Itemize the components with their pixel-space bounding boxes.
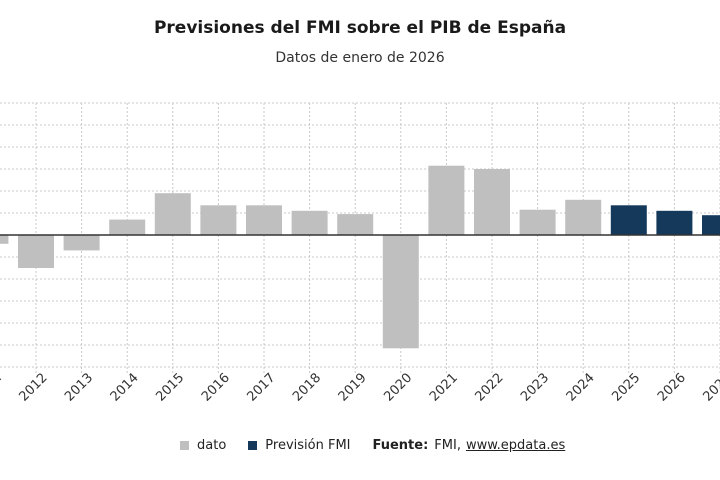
bar-2019: [337, 214, 374, 235]
x-tick-label-2012: 2012: [17, 371, 51, 405]
x-tick-label-2019: 2019: [336, 371, 370, 405]
x-tick-label-2013: 2013: [62, 371, 96, 405]
x-tick-label-2011: 2011: [0, 371, 5, 405]
bar-2025: [610, 205, 647, 235]
bar-2022: [474, 169, 510, 235]
legend-label-prevision: Previsión FMI: [265, 438, 351, 453]
x-tick-label-2024: 2024: [564, 371, 598, 405]
bar-2014: [109, 219, 146, 235]
bar-2012: [18, 235, 54, 268]
x-tick-label-2015: 2015: [153, 371, 187, 405]
x-tick-label-2020: 2020: [381, 371, 415, 405]
source-text: FMI,: [434, 438, 461, 453]
x-tick-label-2027: 2027: [701, 371, 720, 405]
x-tick-label-2018: 2018: [290, 371, 324, 405]
x-tick-label-2021: 2021: [427, 371, 461, 405]
bar-2027: [702, 215, 720, 235]
source-link[interactable]: www.epdata.es: [465, 438, 566, 453]
bar-2023: [519, 209, 556, 235]
x-tick-label-2014: 2014: [108, 371, 142, 405]
x-tick-label-2025: 2025: [609, 371, 643, 405]
bar-2015: [154, 193, 191, 235]
legend-swatch-dato: [180, 441, 189, 450]
bar-2013: [63, 235, 100, 251]
source-label: Fuente:: [372, 438, 429, 453]
legend: dato Previsión FMI Fuente: FMI, www.epda…: [180, 438, 587, 453]
bar-2018: [291, 210, 328, 235]
legend-item-prevision[interactable]: Previsión FMI: [248, 438, 351, 453]
bar-2024: [565, 199, 602, 235]
bar-2017: [246, 205, 282, 235]
legend-item-dato[interactable]: dato: [180, 438, 226, 453]
x-tick-label-2017: 2017: [245, 371, 279, 405]
bar-2016: [200, 205, 237, 235]
bar-2020: [382, 235, 419, 349]
chart-title: Previsiones del FMI sobre el PIB de Espa…: [153, 18, 567, 38]
legend-label-dato: dato: [197, 438, 227, 453]
bar-2011: [0, 235, 9, 244]
chart-subtitle: Datos de enero de 2026: [275, 50, 445, 66]
bar-2021: [428, 165, 465, 235]
x-tick-label-2023: 2023: [518, 371, 552, 405]
legend-swatch-prevision: [248, 441, 258, 450]
x-tick-label-2026: 2026: [655, 371, 689, 405]
x-tick-label-2022: 2022: [473, 371, 507, 405]
source: Fuente: FMI, www.epdata.es: [373, 438, 566, 453]
bar-2026: [656, 210, 693, 235]
x-tick-label-2016: 2016: [199, 371, 233, 405]
